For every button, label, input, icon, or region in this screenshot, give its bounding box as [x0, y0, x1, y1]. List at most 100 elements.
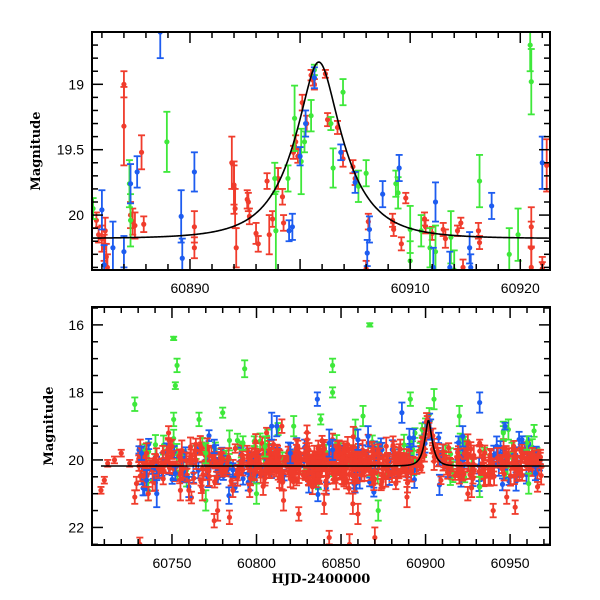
- data-point-green: [406, 391, 414, 407]
- data-point-green: [527, 48, 535, 116]
- data-point-red: [534, 481, 542, 493]
- data-point-blue: [354, 428, 362, 451]
- data-point-red: [138, 134, 146, 171]
- data-point-red: [324, 112, 332, 128]
- data-point-red: [256, 455, 264, 473]
- data-point-green: [163, 110, 171, 173]
- data-point-red: [250, 469, 258, 480]
- data-point-green: [329, 357, 337, 374]
- data-point-red: [460, 447, 468, 460]
- data-point-green: [290, 415, 298, 438]
- data-point-red: [140, 215, 148, 233]
- top-axis-ticks: 60890 60910 60920 19 19.5 20: [57, 31, 550, 296]
- data-point-red: [269, 210, 277, 228]
- data-point-green: [339, 78, 347, 107]
- data-point-blue: [459, 425, 467, 448]
- data-point-red: [533, 455, 541, 465]
- top-plot-frame: [91, 31, 551, 271]
- data-point-blue: [153, 479, 161, 509]
- data-point-red: [320, 492, 328, 515]
- data-point-red: [231, 188, 239, 230]
- data-point-red: [500, 466, 508, 482]
- top-data-points: [92, 32, 550, 270]
- y-tick-label: 20: [68, 452, 84, 468]
- data-point-blue: [365, 215, 373, 244]
- data-point-red: [510, 467, 518, 486]
- data-point-blue: [398, 401, 406, 424]
- data-point-blue: [127, 163, 135, 205]
- data-point-blue: [285, 219, 293, 243]
- data-point-green: [366, 322, 374, 328]
- data-point-red: [280, 489, 288, 512]
- data-point-green: [455, 405, 463, 428]
- data-point-red: [457, 216, 465, 230]
- x-tick-label: 60890: [171, 280, 210, 296]
- data-point-red: [97, 486, 105, 495]
- x-tick-label: 60900: [406, 555, 445, 571]
- bottom-axis-ticks: 60750 60800 60850 60900 60950 16 18 20 22: [68, 307, 550, 571]
- data-point-red: [508, 455, 516, 471]
- data-point-green: [219, 406, 227, 419]
- data-point-red: [476, 438, 484, 448]
- data-point-red: [190, 236, 198, 260]
- data-point-red: [511, 499, 519, 515]
- data-point-green: [272, 190, 280, 270]
- data-point-blue: [229, 462, 237, 478]
- data-point-red: [349, 492, 357, 515]
- data-point-red: [445, 442, 453, 454]
- data-point-blue: [363, 239, 371, 267]
- bottom-data-points: [97, 322, 545, 545]
- data-point-green: [170, 335, 178, 341]
- data-point-blue: [466, 231, 474, 265]
- data-point-red: [131, 489, 139, 505]
- data-point-red: [196, 435, 204, 456]
- data-point-red: [110, 455, 118, 465]
- data-point-green: [329, 386, 337, 399]
- data-point-red: [331, 467, 339, 484]
- data-point-blue: [364, 425, 372, 448]
- data-point-green: [530, 424, 538, 438]
- data-point-green: [151, 434, 159, 456]
- data-point-blue: [518, 435, 526, 444]
- data-point-red: [301, 451, 309, 461]
- data-point-green: [170, 411, 178, 428]
- data-point-red: [120, 86, 128, 167]
- data-point-blue: [100, 244, 108, 270]
- data-point-red: [464, 486, 472, 502]
- data-point-red: [132, 475, 140, 492]
- data-point-red: [225, 509, 233, 525]
- data-point-blue: [313, 391, 321, 407]
- data-point-red: [232, 227, 240, 269]
- data-point-red: [278, 188, 286, 206]
- data-point-green: [514, 207, 522, 262]
- data-point-red: [280, 214, 288, 232]
- data-point-green: [307, 99, 315, 133]
- data-point-red: [159, 444, 167, 460]
- bottom-plot-frame: [91, 306, 551, 546]
- data-point-red: [369, 473, 377, 486]
- data-point-green: [362, 159, 370, 188]
- data-point-blue: [133, 155, 141, 189]
- data-point-green: [327, 116, 335, 131]
- data-point-red: [301, 469, 309, 481]
- data-point-red: [459, 258, 467, 270]
- data-point-green: [284, 164, 292, 193]
- x-tick-label: 60800: [237, 555, 276, 571]
- data-point-red: [159, 472, 167, 486]
- y-tick-label: 18: [68, 384, 84, 400]
- data-point-green: [329, 147, 337, 189]
- data-point-red: [100, 475, 108, 485]
- data-point-red: [390, 222, 398, 237]
- data-point-red: [527, 246, 535, 270]
- data-point-red: [441, 228, 449, 249]
- data-point-blue: [296, 146, 304, 167]
- data-point-blue: [446, 250, 454, 270]
- data-point-green: [253, 482, 261, 505]
- data-point-red: [295, 506, 303, 522]
- bottom-x-axis-title: HJD-2400000: [272, 572, 371, 587]
- data-point-green: [505, 227, 513, 270]
- data-point-green: [131, 396, 139, 412]
- y-tick-label: 19: [68, 76, 84, 92]
- data-point-red: [391, 453, 399, 463]
